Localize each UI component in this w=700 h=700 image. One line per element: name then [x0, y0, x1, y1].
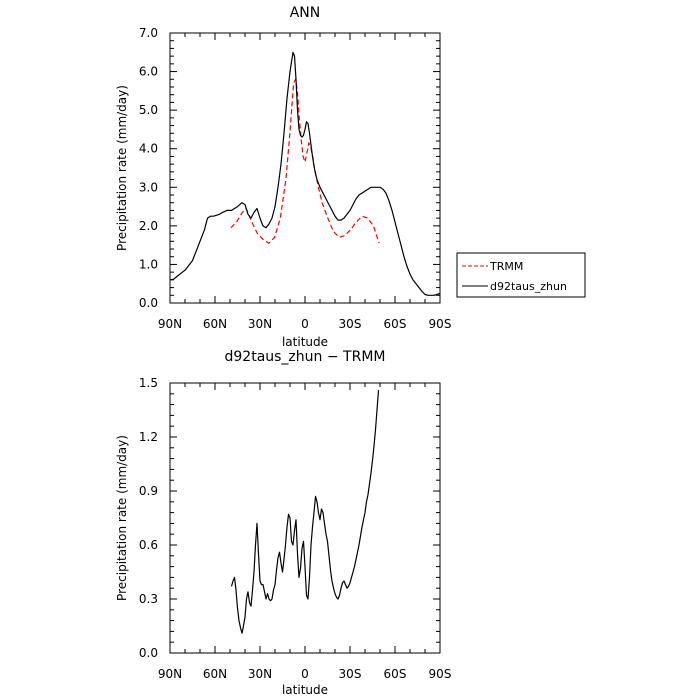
chart-title: ANN	[290, 5, 321, 21]
x-axis-label: latitude	[282, 335, 328, 349]
y-tick-label: 5.0	[139, 103, 158, 117]
x-tick-label: 60S	[384, 317, 407, 331]
panel-annual-precipitation: ANN Precipitation rate (mm/day) latitude…	[115, 5, 586, 349]
series-lines	[230, 390, 380, 634]
y-tick-label: 6.0	[139, 65, 158, 79]
y-tick-label: 0.3	[139, 592, 158, 606]
x-tick-label: 0	[301, 667, 309, 681]
y-tick-label: 2.0	[139, 219, 158, 233]
series-line-trmm	[230, 78, 380, 244]
y-tick-label: 0.6	[139, 538, 158, 552]
y-tick-label: 4.0	[139, 142, 158, 156]
x-axis-label: latitude	[282, 683, 328, 697]
series-line-d92taus-zhun	[169, 51, 441, 296]
y-tick-label: 0.0	[139, 646, 158, 660]
plot-frame	[169, 382, 441, 654]
legend-box	[456, 252, 586, 298]
x-tick-label: 0	[301, 317, 309, 331]
y-tick-label: 7.0	[139, 26, 158, 40]
plot-frame	[169, 32, 441, 304]
tick-labels: 90N 60N 30N 0 30S 60S 90S 0.0 0.3 0.6 0.9 1.2 1.5	[139, 376, 452, 681]
x-tick-label: 60N	[203, 317, 227, 331]
axis-ticks	[169, 32, 441, 304]
x-tick-label: 30N	[248, 317, 272, 331]
axis-ticks	[169, 382, 441, 654]
y-tick-label: 0.0	[139, 296, 158, 310]
y-tick-label: 1.0	[139, 257, 158, 271]
y-axis-label: Precipitation rate (mm/day)	[115, 435, 129, 601]
x-tick-label: 30S	[339, 317, 362, 331]
x-tick-label: 60S	[384, 667, 407, 681]
x-tick-label: 90N	[158, 317, 182, 331]
series-lines	[169, 51, 441, 296]
y-tick-label: 1.2	[139, 430, 158, 444]
legend: TRMM d92taus_zhun	[456, 252, 586, 298]
chart-title: d92taus_zhun − TRMM	[225, 349, 386, 365]
x-tick-label: 30S	[339, 667, 362, 681]
x-tick-label: 90S	[429, 317, 452, 331]
x-tick-label: 30N	[248, 667, 272, 681]
y-tick-label: 3.0	[139, 180, 158, 194]
y-axis-label: Precipitation rate (mm/day)	[115, 85, 129, 251]
x-tick-label: 90S	[429, 667, 452, 681]
y-tick-label: 1.5	[139, 376, 158, 390]
x-tick-label: 60N	[203, 667, 227, 681]
tick-labels: 90N 60N 30N 0 30S 60S 90S 0.0 1.0 2.0 3.0 4.0 5.0 6.0…	[139, 26, 452, 331]
x-tick-label: 90N	[158, 667, 182, 681]
legend-label-trmm: TRMM	[489, 260, 523, 273]
legend-label-model: d92taus_zhun	[490, 280, 567, 293]
series-line-difference-0	[230, 390, 380, 634]
y-tick-label: 0.9	[139, 484, 158, 498]
panel-difference: d92taus_zhun − TRMM Precipitation rate (…	[115, 349, 451, 697]
